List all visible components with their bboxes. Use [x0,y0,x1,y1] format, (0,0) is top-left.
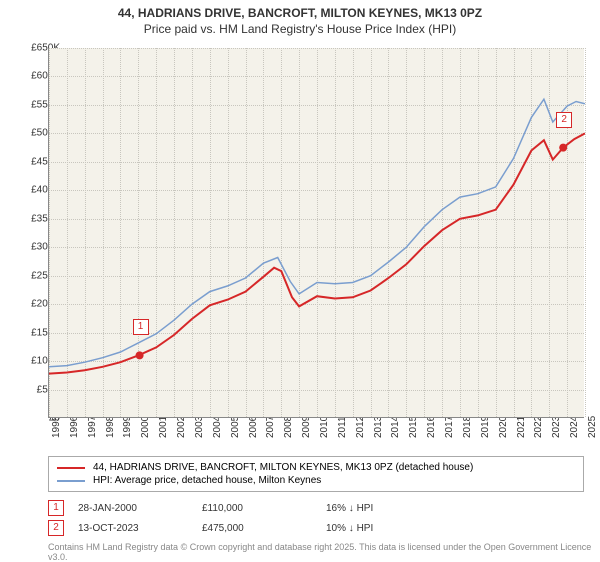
x-axis-tick: 2005 [230,416,241,438]
x-axis-tick: 2000 [140,416,151,438]
x-axis-tick: 2019 [480,416,491,438]
series-price-paid [49,133,585,373]
x-axis-tick: 1997 [87,416,98,438]
row-date: 28-JAN-2000 [78,503,188,514]
marker-dot [136,351,144,359]
row-marker-icon: 1 [48,500,64,516]
x-axis-tick: 2024 [569,416,580,438]
legend: 44, HADRIANS DRIVE, BANCROFT, MILTON KEY… [48,456,584,492]
x-axis-tick: 2013 [373,416,384,438]
x-axis-tick: 2006 [248,416,259,438]
x-axis-tick: 2018 [462,416,473,438]
marker-dot [559,144,567,152]
x-axis-tick: 2003 [194,416,205,438]
x-axis-tick: 2025 [587,416,598,438]
chart-plot-area: 12 [48,48,584,418]
legend-swatch-price-paid [57,467,85,469]
x-axis-tick: 1996 [69,416,80,438]
x-axis-tick: 2002 [176,416,187,438]
title-block: 44, HADRIANS DRIVE, BANCROFT, MILTON KEY… [0,0,600,37]
x-axis-tick: 2022 [533,416,544,438]
legend-item-price-paid: 44, HADRIANS DRIVE, BANCROFT, MILTON KEY… [57,461,575,474]
series-hpi [49,99,585,367]
x-axis-tick: 2015 [408,416,419,438]
x-axis-tick: 2008 [283,416,294,438]
x-axis-tick: 2014 [390,416,401,438]
x-axis-tick: 2017 [444,416,455,438]
x-axis-tick: 2001 [158,416,169,438]
x-axis-tick: 2007 [265,416,276,438]
chart-container: 44, HADRIANS DRIVE, BANCROFT, MILTON KEY… [0,0,600,560]
x-axis-tick: 2023 [551,416,562,438]
chart-lines [49,48,585,418]
title-line-1: 44, HADRIANS DRIVE, BANCROFT, MILTON KEY… [0,6,600,22]
x-axis-tick: 2009 [301,416,312,438]
x-axis-tick: 2010 [319,416,330,438]
x-axis-tick: 1995 [51,416,62,438]
marker-label: 1 [133,319,149,335]
footer-attribution: Contains HM Land Registry data © Crown c… [48,542,600,562]
legend-label-hpi: HPI: Average price, detached house, Milt… [93,475,321,486]
row-date: 13-OCT-2023 [78,523,188,534]
x-axis-tick: 2021 [516,416,527,438]
table-row: 1 28-JAN-2000 £110,000 16% ↓ HPI [48,498,584,518]
x-axis-tick: 2012 [355,416,366,438]
legend-swatch-hpi [57,480,85,482]
marker-label: 2 [556,112,572,128]
x-axis-tick: 1998 [105,416,116,438]
table-row: 2 13-OCT-2023 £475,000 10% ↓ HPI [48,518,584,538]
transactions-table: 1 28-JAN-2000 £110,000 16% ↓ HPI 2 13-OC… [48,498,584,538]
row-price: £110,000 [202,503,312,514]
legend-item-hpi: HPI: Average price, detached house, Milt… [57,474,575,487]
row-price: £475,000 [202,523,312,534]
row-pct: 10% ↓ HPI [326,523,446,534]
x-axis-tick: 2016 [426,416,437,438]
x-axis-tick: 2011 [337,416,348,438]
row-marker-icon: 2 [48,520,64,536]
x-axis-tick: 2004 [212,416,223,438]
title-line-2: Price paid vs. HM Land Registry's House … [0,22,600,38]
row-pct: 16% ↓ HPI [326,503,446,514]
x-axis-tick: 2020 [498,416,509,438]
x-axis-tick: 1999 [122,416,133,438]
legend-label-price-paid: 44, HADRIANS DRIVE, BANCROFT, MILTON KEY… [93,462,473,473]
